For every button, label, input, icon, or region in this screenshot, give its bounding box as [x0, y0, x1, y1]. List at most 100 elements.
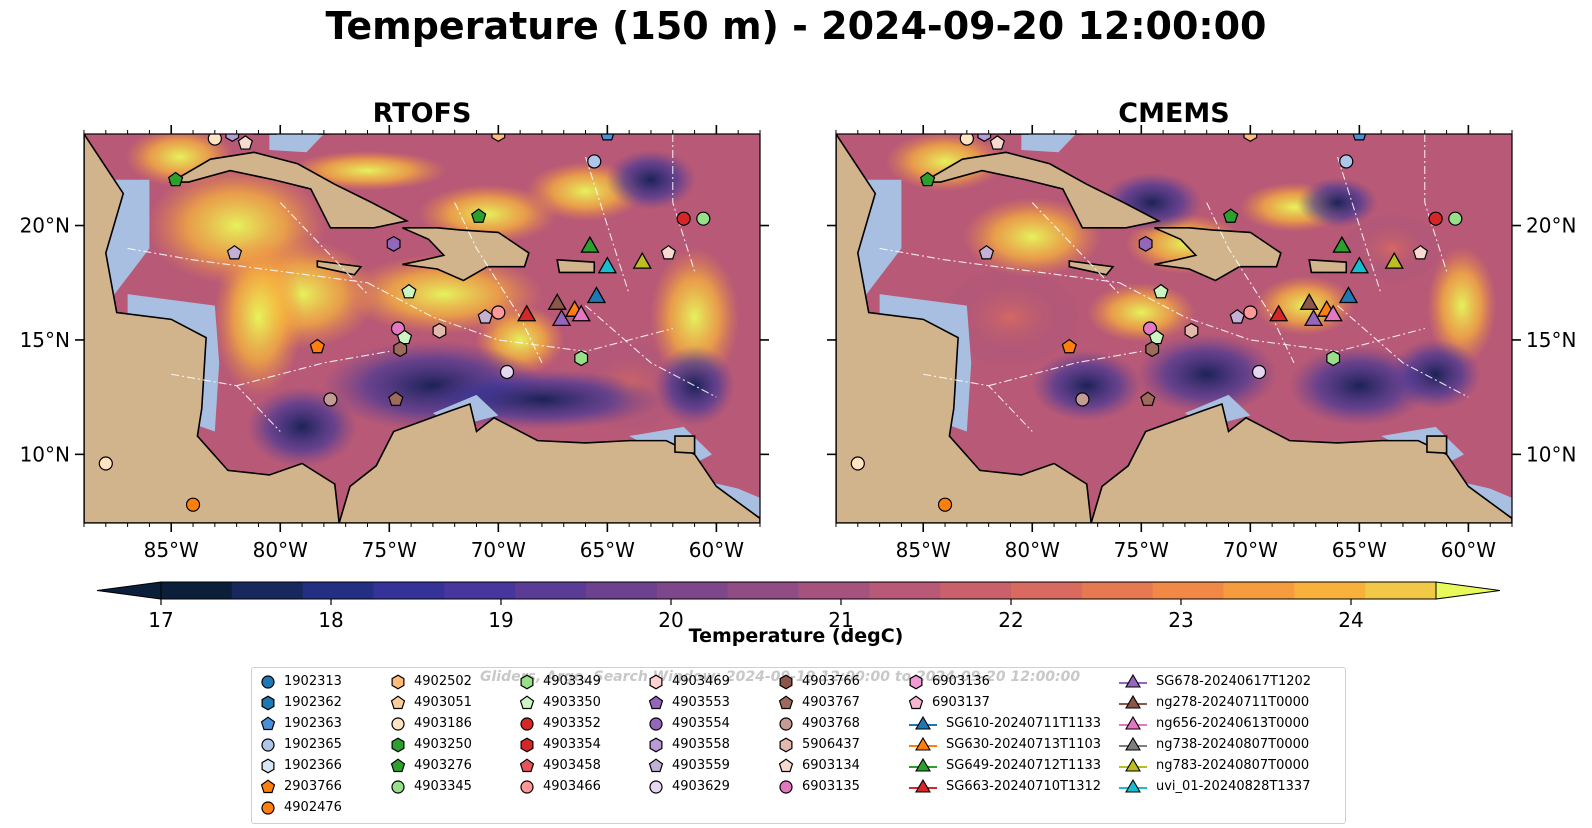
- legend-label: 4903767: [802, 695, 860, 710]
- glider-marker: [1384, 251, 1404, 269]
- colorbar-segment: [940, 582, 1012, 599]
- colorbar-tick-label: 18: [318, 608, 343, 632]
- legend-column: 6903136 6903137 SG610-20240711T1133 SG630-2…: [908, 671, 1101, 797]
- legend-marker: [909, 674, 923, 689]
- legend-label: 2903766: [284, 779, 342, 794]
- land-cuba: [168, 151, 410, 229]
- colorbar-segment: [1011, 582, 1083, 599]
- land-trinidad: [674, 435, 696, 455]
- glider-marker: [547, 293, 567, 310]
- glider-marker: [551, 309, 572, 326]
- legend-entry: 1902363: [260, 713, 342, 734]
- legend-marker: [520, 779, 534, 794]
- argo-float-marker: [185, 497, 201, 512]
- land-central-america: [836, 134, 1092, 523]
- legend-entry: 5906437: [778, 734, 860, 755]
- colorbar-label: Temperature (degC): [688, 625, 904, 647]
- glider-legend-icon: [1119, 715, 1147, 730]
- legend-label: SG610-20240711T1133: [946, 716, 1102, 731]
- legend-entry: 4903553: [648, 692, 730, 713]
- legend-marker: [390, 694, 406, 709]
- legend-marker: [778, 694, 794, 709]
- float-legend-icon: [390, 757, 406, 772]
- colorbar-segment: [373, 582, 445, 599]
- float-legend-icon: [779, 779, 793, 794]
- argo-float-marker: [491, 134, 506, 142]
- legend-entry: 4903469: [648, 671, 730, 692]
- legend-entry: 4903768: [778, 713, 860, 734]
- argo-float-marker: [1339, 154, 1354, 169]
- legend-marker: [649, 716, 663, 731]
- legend-label: 4903469: [672, 674, 730, 689]
- argo-float-marker: [309, 338, 325, 354]
- maritime-boundary: [879, 247, 1120, 284]
- argo-float-marker: [396, 329, 413, 345]
- legend-marker: [261, 737, 275, 752]
- x-tick-label: 80°W: [1005, 538, 1060, 562]
- y-tick-label: 20°N: [1526, 214, 1576, 238]
- argo-float-marker: [959, 134, 974, 146]
- legend-entry: 4903349: [519, 671, 601, 692]
- legend-label: 4902476: [284, 800, 342, 815]
- y-tick-label: 10°N: [20, 442, 70, 466]
- argo-float-marker: [388, 391, 404, 406]
- argo-float-marker: [167, 171, 184, 187]
- legend-entry: 4903559: [648, 755, 730, 776]
- argo-float-marker: [978, 244, 995, 260]
- land-trinidad: [1426, 435, 1448, 455]
- argo-float-marker: [1251, 364, 1267, 380]
- legend-label: 4903354: [543, 737, 601, 752]
- argo-float-marker: [977, 134, 992, 142]
- legend-label: 4902502: [414, 674, 472, 689]
- argo-float-marker: [207, 134, 222, 146]
- temperature-field-patch: [1426, 245, 1497, 366]
- legend-label: 4903186: [414, 716, 472, 731]
- legend-label: 4903768: [802, 716, 860, 731]
- legend-marker: [520, 737, 534, 752]
- maritime-boundary: [171, 373, 281, 432]
- legend-marker: [779, 737, 793, 752]
- float-legend-icon: [648, 757, 664, 772]
- maritime-boundary: [1031, 202, 1120, 295]
- legend-marker: [390, 757, 406, 772]
- legend-label: 1902366: [284, 758, 342, 773]
- float-legend-icon: [520, 737, 534, 752]
- float-legend-icon: [260, 778, 276, 793]
- legend-marker: [261, 758, 275, 773]
- argo-float-marker: [1223, 208, 1239, 223]
- legend-entry: ng656-20240613T0000: [1118, 713, 1311, 734]
- argo-float-marker: [471, 208, 487, 223]
- legend-entry: 6903134: [778, 755, 860, 776]
- legend-label: SG663-20240710T1312: [946, 779, 1102, 794]
- colorbar-segment: [586, 582, 658, 599]
- maritime-boundary: [1119, 282, 1425, 352]
- maritime-boundary: [236, 350, 390, 387]
- land-jamaica: [316, 260, 363, 276]
- legend-label: 4903276: [414, 758, 472, 773]
- argo-float-marker: [1412, 244, 1429, 260]
- colorbar-segment: [231, 582, 304, 599]
- legend-entry: 4903186: [390, 713, 472, 734]
- legend-marker: [520, 716, 534, 731]
- glider-marker: [597, 256, 617, 274]
- float-legend-icon: [520, 674, 534, 689]
- legend-label: uvi_01-20240828T1337: [1156, 779, 1311, 794]
- legend-entry: SG630-20240713T1103: [908, 734, 1101, 755]
- temperature-field-patch: [213, 237, 304, 398]
- legend-entry: 1902362: [260, 692, 342, 713]
- glider-legend-icon: [909, 757, 937, 772]
- argo-float-marker: [937, 497, 953, 512]
- legend-marker: [908, 694, 924, 709]
- argo-float-marker: [989, 135, 1006, 150]
- y-tick-label: 15°N: [20, 328, 70, 352]
- legend-marker: [779, 716, 793, 731]
- legend-label: 4903466: [543, 779, 601, 794]
- argo-float-marker: [676, 211, 691, 226]
- glider-marker: [571, 304, 591, 322]
- land-puerto-rico: [1308, 258, 1348, 274]
- legend-entry: 2903766: [260, 776, 342, 797]
- maritime-boundary: [923, 373, 1033, 432]
- legend-entry: 4903051: [390, 692, 472, 713]
- maritime-boundary: [1206, 202, 1295, 364]
